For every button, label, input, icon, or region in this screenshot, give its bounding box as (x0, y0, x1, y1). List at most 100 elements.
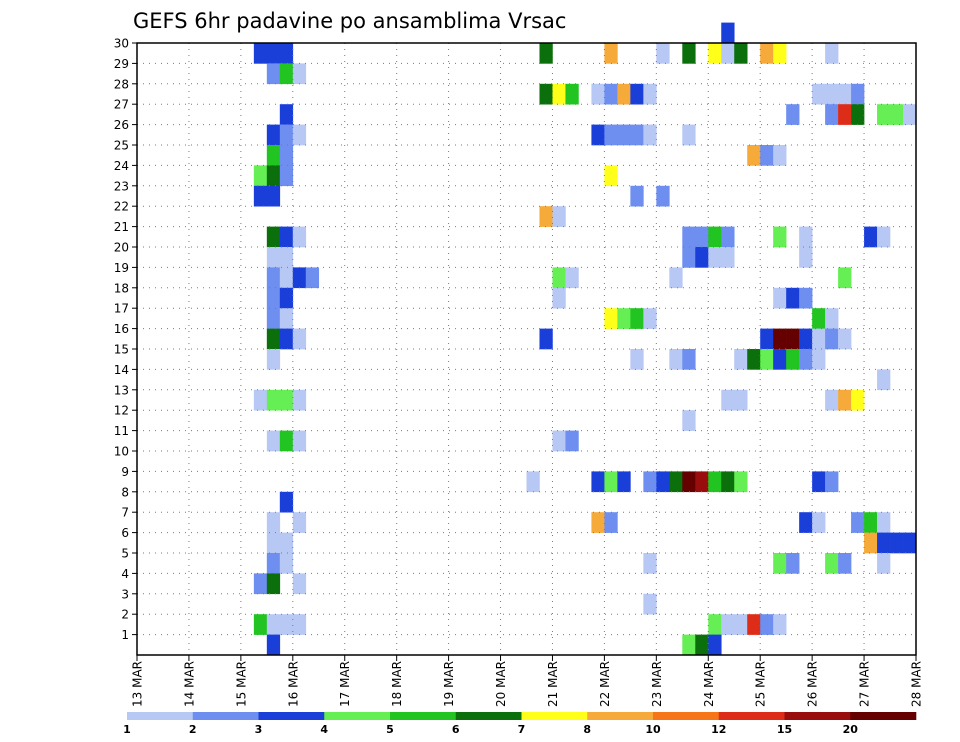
heatmap-cell (266, 287, 281, 309)
heatmap-cell (877, 104, 891, 125)
y-tick-label: 11 (114, 424, 129, 438)
heatmap-cell (695, 247, 709, 268)
heatmap-cell (279, 287, 294, 309)
heatmap-cell (760, 328, 774, 350)
heatmap-cell (656, 471, 670, 493)
heatmap-cell (760, 614, 774, 635)
heatmap-cell (682, 471, 696, 493)
heatmap-cell (266, 389, 281, 411)
heatmap-cell (734, 389, 748, 411)
x-tick-label: 26 MAR (806, 661, 820, 707)
heatmap-cell (812, 328, 826, 350)
colorbar-label: 20 (843, 723, 859, 736)
heatmap-cell (682, 43, 696, 64)
heatmap-cell (266, 430, 281, 452)
y-tick-label: 10 (114, 445, 129, 459)
heatmap-cell (643, 308, 657, 329)
heatmap-cell (851, 104, 865, 125)
heatmap-cell (760, 349, 774, 370)
x-tick-label: 20 MAR (494, 661, 508, 707)
heatmap-cell (617, 124, 631, 146)
heatmap-cell (630, 349, 644, 370)
heatmap-cell (279, 328, 294, 350)
y-tick-label: 29 (114, 57, 129, 71)
x-tick-label: 21 MAR (546, 661, 560, 707)
heatmap-cell (643, 83, 657, 105)
heatmap-cell (773, 328, 787, 350)
heatmap-cell (851, 512, 865, 533)
heatmap-cell (721, 43, 735, 64)
heatmap-cell (708, 614, 722, 635)
heatmap-cell (266, 145, 281, 166)
heatmap-cell (292, 124, 307, 146)
y-tick-label: 26 (114, 118, 129, 132)
heatmap-cell (279, 226, 294, 248)
heatmap-cell (708, 43, 722, 64)
heatmap-cell (799, 512, 813, 533)
heatmap-cell (864, 532, 878, 554)
y-tick-label: 12 (114, 404, 129, 418)
heatmap-cell (591, 471, 605, 493)
heatmap-cell (266, 43, 281, 64)
heatmap-cell (630, 185, 644, 207)
heatmap-cell (630, 308, 644, 329)
heatmap-cell (279, 267, 294, 289)
heatmap-cell (682, 410, 696, 431)
y-tick-label: 14 (114, 363, 129, 377)
heatmap-cell (708, 226, 722, 248)
heatmap-cell (266, 634, 281, 656)
heatmap-cell (877, 369, 891, 391)
colorbar-swatch (258, 712, 325, 720)
y-tick-label: 18 (114, 281, 129, 295)
heatmap-cell (253, 165, 268, 187)
heatmap-cell (877, 532, 891, 554)
heatmap-cell (799, 226, 813, 248)
colorbar-swatch (587, 712, 654, 720)
heatmap-cell (604, 165, 618, 187)
heatmap-cell (565, 430, 579, 452)
heatmap-cell (812, 308, 826, 329)
heatmap-cell (786, 287, 800, 309)
colorbar-label: 4 (320, 723, 328, 736)
heatmap-cell (604, 43, 618, 64)
heatmap-cell (266, 349, 281, 370)
heatmap-cell (812, 83, 826, 105)
heatmap-cell (552, 83, 566, 105)
heatmap-cell (292, 512, 307, 533)
heatmap-cell (292, 573, 307, 595)
heatmap-cell (656, 185, 670, 207)
heatmap-cell (279, 532, 294, 554)
heatmap-cell (747, 145, 761, 166)
heatmap-cell (773, 553, 787, 574)
heatmap-cell (721, 614, 735, 635)
heatmap-cell (851, 389, 865, 411)
heatmap-cell (838, 267, 852, 289)
y-tick-label: 16 (114, 322, 129, 336)
heatmap-cell (773, 349, 787, 370)
colorbar-label: 12 (711, 723, 726, 736)
colorbar-label: 7 (518, 723, 526, 736)
heatmap-cell (773, 226, 787, 248)
heatmap-cell (734, 349, 748, 370)
heatmap-cell (266, 185, 281, 207)
heatmap-cell (279, 247, 294, 268)
y-tick-label: 5 (121, 547, 129, 561)
heatmap-cell (591, 83, 605, 105)
y-axis: 1234567891011121314151617181920212223242… (114, 37, 137, 642)
x-tick-label: 22 MAR (598, 661, 612, 707)
heatmap-cell (747, 614, 761, 635)
heatmap-cell (773, 43, 787, 64)
heatmap-cell (539, 43, 553, 64)
heatmap-cell (279, 553, 294, 574)
heatmap-cell (877, 553, 891, 574)
x-tick-label: 16 MAR (286, 661, 300, 707)
y-tick-label: 1 (121, 628, 129, 642)
heatmap-cell (812, 349, 826, 370)
heatmap-cell (786, 104, 800, 125)
heatmap-cell (786, 553, 800, 574)
heatmap-cell (708, 634, 722, 656)
heatmap-cell (552, 287, 566, 309)
colorbar-swatch (784, 712, 851, 720)
y-tick-label: 17 (114, 302, 129, 316)
heatmap-cell (656, 43, 670, 64)
